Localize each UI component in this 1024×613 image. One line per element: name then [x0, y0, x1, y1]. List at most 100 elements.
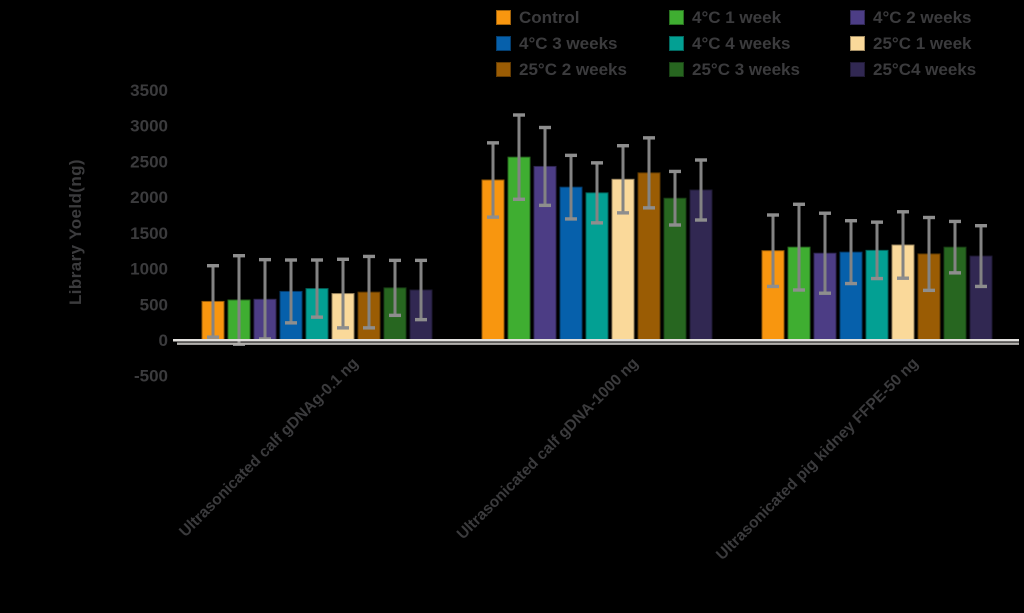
error-bar-whisker — [927, 217, 931, 291]
legend-swatch — [850, 36, 865, 51]
error-bar-whisker — [771, 215, 775, 287]
error-bar-whisker — [647, 137, 651, 208]
error-bar-cap-bottom — [793, 288, 805, 292]
error-bar-cap-bottom — [819, 291, 831, 295]
legend-swatch — [496, 36, 511, 51]
error-bar-whisker — [699, 160, 703, 220]
x-axis-line-shadow — [177, 342, 1019, 345]
error-bar-cap-bottom — [337, 326, 349, 330]
error-bar-cap-top — [363, 254, 375, 259]
error-bar-cap-top — [871, 220, 883, 224]
error-bar-cap-top — [285, 258, 297, 262]
legend-label: 4°C 1 week — [692, 8, 782, 27]
legend-item: 4°C 4 weeks — [669, 35, 800, 52]
legend-label: 25°C4 weeks — [873, 60, 977, 79]
legend-column: 4°C 2 weeks 25°C 1 week 25°C4 weeks — [850, 9, 976, 78]
y-tick-label: 1000 — [130, 260, 168, 279]
error-bar-whisker — [673, 171, 677, 225]
error-bar-cap-bottom — [207, 335, 219, 339]
legend-swatch — [669, 62, 684, 77]
error-bar-cap-top — [259, 257, 271, 262]
error-bar-whisker — [953, 221, 957, 273]
error-bar-whisker — [263, 259, 267, 339]
error-bar-cap-top — [565, 153, 577, 158]
legend-item: 25°C 3 weeks — [669, 61, 800, 78]
error-bar-cap-top — [337, 257, 349, 261]
legend-swatch — [850, 62, 865, 77]
y-tick-label: 500 — [140, 295, 168, 314]
legend-column: Control 4°C 3 weeks 25°C 2 weeks — [496, 9, 627, 78]
legend-item: 4°C 1 week — [669, 9, 800, 26]
legend-label: 25°C 3 weeks — [692, 60, 800, 79]
legend-label: 4°C 4 weeks — [692, 34, 791, 53]
error-bar-cap-top — [207, 264, 219, 268]
error-bar-cap-bottom — [389, 313, 401, 318]
error-bar-cap-top — [949, 219, 961, 224]
error-bar-whisker — [491, 142, 495, 218]
legend-item: 25°C 2 weeks — [496, 61, 627, 78]
error-bar-whisker — [621, 145, 625, 213]
error-bar-cap-bottom — [897, 276, 909, 280]
error-bar-cap-bottom — [975, 284, 987, 289]
legend-label: 4°C 2 weeks — [873, 8, 972, 27]
error-bar-cap-top — [767, 213, 779, 217]
legend-swatch — [669, 10, 684, 25]
error-bar-whisker — [875, 222, 879, 279]
legend-swatch — [850, 10, 865, 25]
y-tick-label: 2000 — [130, 188, 168, 207]
legend-column: 4°C 1 week 4°C 4 weeks 25°C 3 weeks — [669, 9, 800, 78]
error-bar-cap-top — [233, 254, 245, 258]
error-bar-cap-top — [513, 113, 525, 117]
error-bar-cap-bottom — [695, 218, 707, 222]
error-bar-cap-bottom — [923, 288, 935, 293]
error-bar-whisker — [367, 256, 371, 328]
error-bar-whisker — [901, 211, 905, 279]
error-bar-whisker — [289, 260, 293, 323]
error-bar-cap-bottom — [669, 223, 681, 227]
error-bar-cap-top — [311, 258, 323, 262]
error-bar-whisker — [569, 155, 573, 219]
legend-label: 25°C 1 week — [873, 34, 972, 53]
error-bar-whisker — [393, 260, 397, 316]
legend-item: Control — [496, 9, 627, 26]
error-bar-cap-bottom — [617, 211, 629, 215]
error-bar-cap-top — [591, 161, 603, 165]
legend-label: Control — [519, 8, 580, 27]
error-bar-cap-bottom — [845, 281, 857, 286]
legend-swatch — [669, 36, 684, 51]
error-bar-whisker — [419, 260, 423, 320]
error-bar-whisker — [315, 260, 319, 318]
legend-item: 25°C4 weeks — [850, 61, 976, 78]
error-bar-cap-top — [643, 136, 655, 140]
error-bar-whisker — [823, 213, 827, 294]
error-bar-whisker — [797, 204, 801, 290]
x-category-label: Ultrasonicated pig kidney FFPE-50 ng — [713, 355, 922, 564]
error-bar-cap-bottom — [539, 203, 551, 208]
error-bar-cap-bottom — [311, 315, 323, 319]
legend-item: 4°C 3 weeks — [496, 35, 627, 52]
x-category-label: Ultrasonicated calf gDNAg-0.1 ng — [176, 355, 362, 541]
error-bar-cap-top — [845, 219, 857, 223]
error-bar-whisker — [211, 265, 215, 338]
error-bar-cap-bottom — [871, 276, 883, 281]
legend-swatch — [496, 10, 511, 25]
y-tick-label: -500 — [134, 367, 168, 386]
error-bar-cap-bottom — [513, 197, 525, 201]
error-bar-cap-top — [487, 141, 499, 145]
y-axis-title: Library Yoeld(ng) — [66, 159, 85, 305]
error-bar-whisker — [543, 127, 547, 206]
y-tick-label: 2500 — [130, 152, 168, 171]
error-bar-cap-top — [695, 158, 707, 162]
legend-item: 25°C 1 week — [850, 35, 976, 52]
legend-label: 25°C 2 weeks — [519, 60, 627, 79]
error-bar-whisker — [595, 162, 599, 223]
error-bar-cap-bottom — [591, 221, 603, 225]
error-bar-cap-top — [793, 202, 805, 206]
error-bar-cap-top — [669, 169, 681, 174]
error-bar-cap-top — [415, 258, 427, 263]
x-axis-line — [173, 339, 1019, 342]
error-bar-cap-top — [819, 211, 831, 215]
error-bar-whisker — [979, 225, 983, 287]
